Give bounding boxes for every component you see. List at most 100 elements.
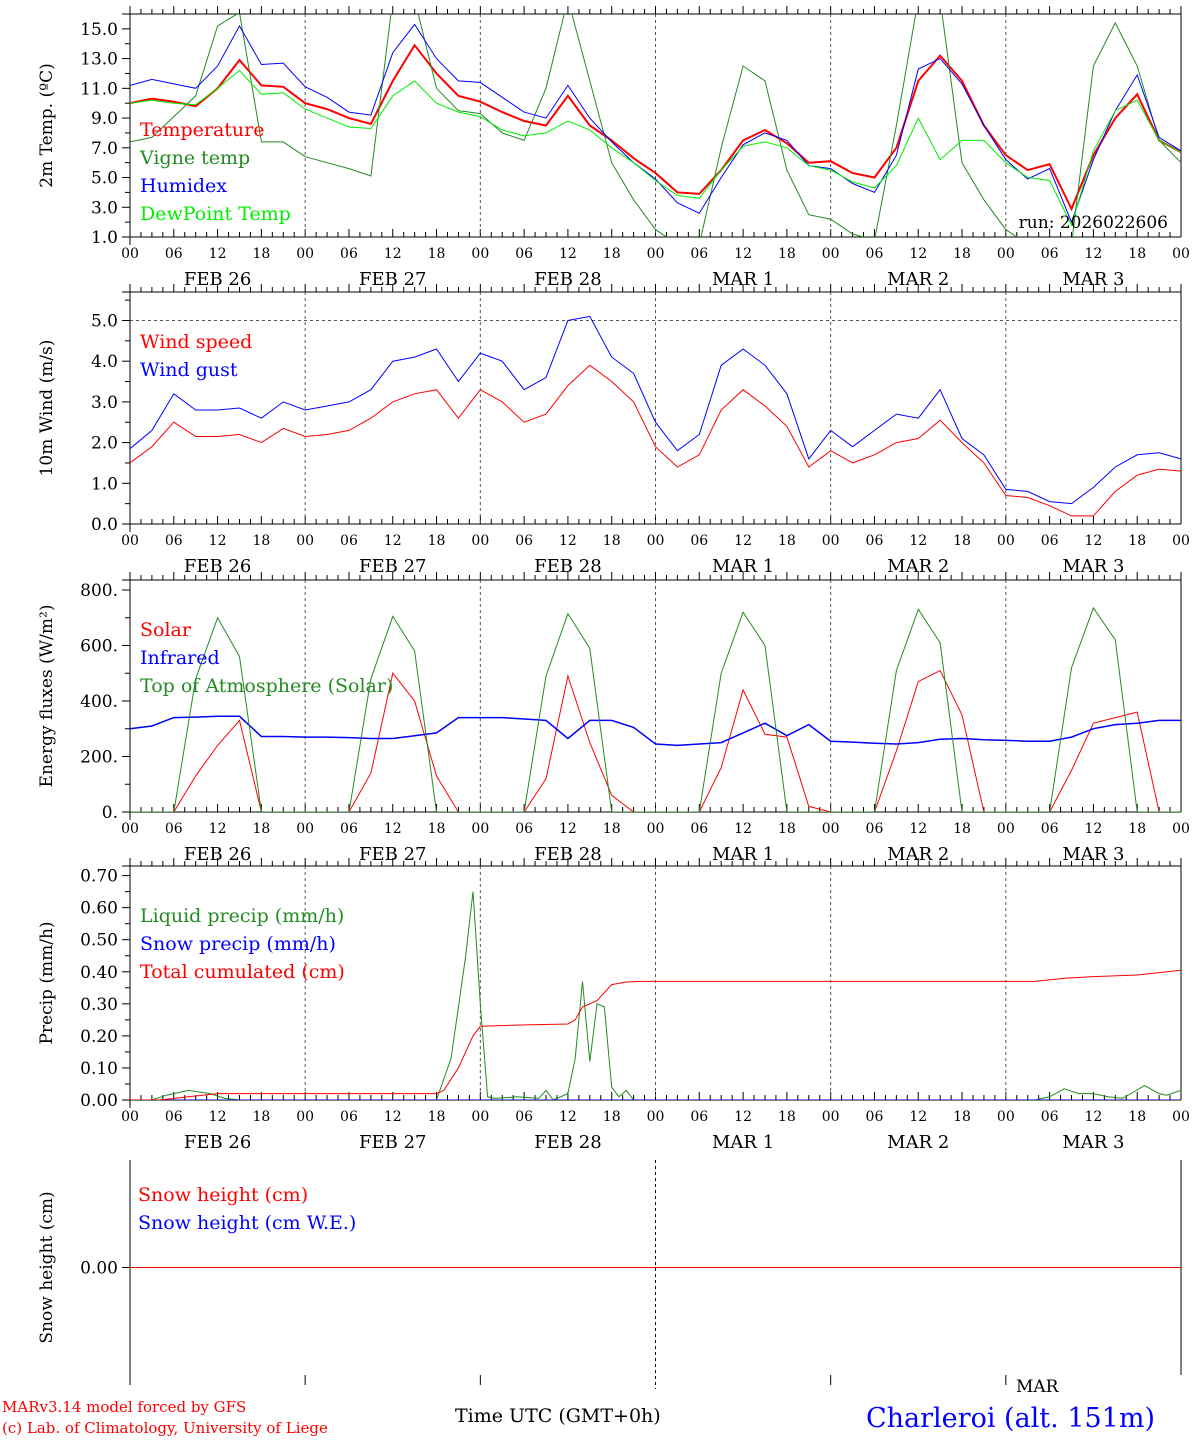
panel-4: 0.00 0.10 0.20 0.30 0.40 0.50 0.60 0.70 Precip (… — [37, 858, 1190, 1153]
x-tick-label: 18 — [953, 246, 971, 262]
series-temperature — [130, 43, 1181, 212]
x-tick-label: 00 — [1172, 1109, 1190, 1125]
y-tick-label: 1.0 — [91, 228, 118, 248]
y-tick-label: 3.0 — [91, 393, 118, 413]
x-tick-label: 06 — [690, 1109, 708, 1125]
y-tick-label: 5.0 — [91, 169, 118, 189]
x-tick-label: 06 — [515, 821, 533, 837]
y-axis-title: Snow height (cm) — [37, 1191, 57, 1343]
x-tick-label: 06 — [866, 1109, 884, 1125]
series-group — [130, 14, 1181, 237]
x-tick-label: 06 — [1041, 533, 1059, 549]
day-label: FEB 27 — [359, 1132, 426, 1153]
x-tick-label: 06 — [690, 533, 708, 549]
day-label: MAR 2 — [887, 1132, 949, 1153]
x-tick-label: 12 — [1085, 1109, 1103, 1125]
x-tick-label: 12 — [384, 1109, 402, 1125]
x-tick-label: 06 — [340, 1109, 358, 1125]
y-tick-label: 0.50 — [80, 931, 118, 951]
y-tick-label: 800. — [80, 581, 118, 601]
x-tick-label: 18 — [428, 246, 446, 262]
x-tick-label: 00 — [471, 821, 489, 837]
x-tick-label: 00 — [822, 533, 840, 549]
day-label: MAR 1 — [712, 844, 774, 865]
legend-entry: Snow height (cm) — [138, 1184, 308, 1206]
x-tick-label: 00 — [822, 1109, 840, 1125]
day-label: FEB 28 — [534, 556, 601, 577]
y-tick-label: 400. — [80, 692, 118, 712]
day-label: FEB 26 — [184, 269, 251, 290]
x-tick-label: 12 — [209, 533, 227, 549]
x-tick-label: 12 — [559, 533, 577, 549]
x-tick-label: 06 — [340, 533, 358, 549]
run-annotation: run: 2026022606 — [1019, 213, 1168, 233]
day-label: MAR 2 — [887, 844, 949, 865]
series-group — [130, 606, 1181, 812]
x-tick-label: 00 — [997, 246, 1015, 262]
legend-entry: Temperature — [140, 119, 264, 141]
day-label: FEB 26 — [184, 844, 251, 865]
x-tick-label: 18 — [428, 533, 446, 549]
y-tick-label: 15.0 — [80, 20, 118, 40]
series-vigne-temp — [130, 14, 1181, 237]
x-tick-label: 06 — [165, 821, 183, 837]
day-label: FEB 28 — [534, 269, 601, 290]
day-label: FEB 27 — [359, 556, 426, 577]
x-tick-label: 00 — [997, 821, 1015, 837]
y-tick-label: 13.0 — [80, 50, 118, 70]
y-tick-label: 11.0 — [80, 79, 118, 99]
x-tick-label: 12 — [384, 821, 402, 837]
x-tick-label: 18 — [603, 533, 621, 549]
x-tick-label: 06 — [1041, 246, 1059, 262]
series-wind-speed — [130, 364, 1181, 517]
day-label: FEB 27 — [359, 844, 426, 865]
y-tick-label: 4.0 — [91, 352, 118, 372]
station-name: Charleroi (alt. 151m) — [866, 1403, 1155, 1434]
x-tick-label: 00 — [121, 821, 139, 837]
x-tick-label: 18 — [252, 1109, 270, 1125]
x-tick-label: 12 — [384, 246, 402, 262]
x-tick-label: 12 — [909, 1109, 927, 1125]
legend-entry: Wind speed — [140, 331, 252, 353]
x-tick-label: 12 — [559, 821, 577, 837]
x-tick-label: 18 — [1128, 533, 1146, 549]
x-tick-label: 06 — [1041, 1109, 1059, 1125]
y-tick-label: 3.0 — [91, 198, 118, 218]
y-axis-title: 2m Temp. (ºC) — [37, 63, 57, 188]
x-tick-label: 18 — [953, 821, 971, 837]
legend-entry: DewPoint Temp — [140, 203, 291, 225]
y-tick-label: 5.0 — [91, 311, 118, 331]
x-tick-label: 00 — [296, 821, 314, 837]
x-tick-label: 00 — [296, 533, 314, 549]
x-tick-label: 00 — [121, 1109, 139, 1125]
x-tick-label: 00 — [647, 1109, 665, 1125]
x-tick-label: 06 — [866, 821, 884, 837]
x-tick-label: 12 — [559, 1109, 577, 1125]
x-tick-label: 18 — [603, 821, 621, 837]
legend-entry: Snow height (cm W.E.) — [138, 1212, 356, 1234]
series-liquid-precip-mm-h- — [130, 891, 1181, 1100]
panel-2: 0.0 1.0 2.0 3.0 4.0 5.0 10m Wind (m/s) 00 06 12 18… — [37, 284, 1190, 577]
series-dewpoint-temp — [130, 69, 1181, 227]
x-tick-label: 18 — [252, 533, 270, 549]
x-tick-label: 06 — [1041, 821, 1059, 837]
x-tick-label: 18 — [1128, 246, 1146, 262]
x-tick-label: 06 — [340, 821, 358, 837]
y-tick-label: 0. — [102, 803, 118, 823]
y-tick-label: 600. — [80, 636, 118, 656]
x-tick-label: 06 — [165, 246, 183, 262]
x-tick-label: 06 — [340, 246, 358, 262]
x-tick-label: 18 — [252, 246, 270, 262]
x-tick-label: 00 — [296, 246, 314, 262]
x-tick-label: 18 — [428, 821, 446, 837]
y-axis-title: 10m Wind (m/s) — [37, 340, 57, 477]
day-label: FEB 26 — [184, 1132, 251, 1153]
x-tick-label: 00 — [997, 1109, 1015, 1125]
legend-entry: Total cumulated (cm) — [140, 961, 345, 983]
model-credit: MARv3.14 model forced by GFS — [2, 1398, 247, 1416]
series-humidex — [130, 23, 1181, 224]
x-tick-label: 06 — [515, 533, 533, 549]
y-tick-label: 9.0 — [91, 109, 118, 129]
day-label: MAR 3 — [1062, 556, 1124, 577]
